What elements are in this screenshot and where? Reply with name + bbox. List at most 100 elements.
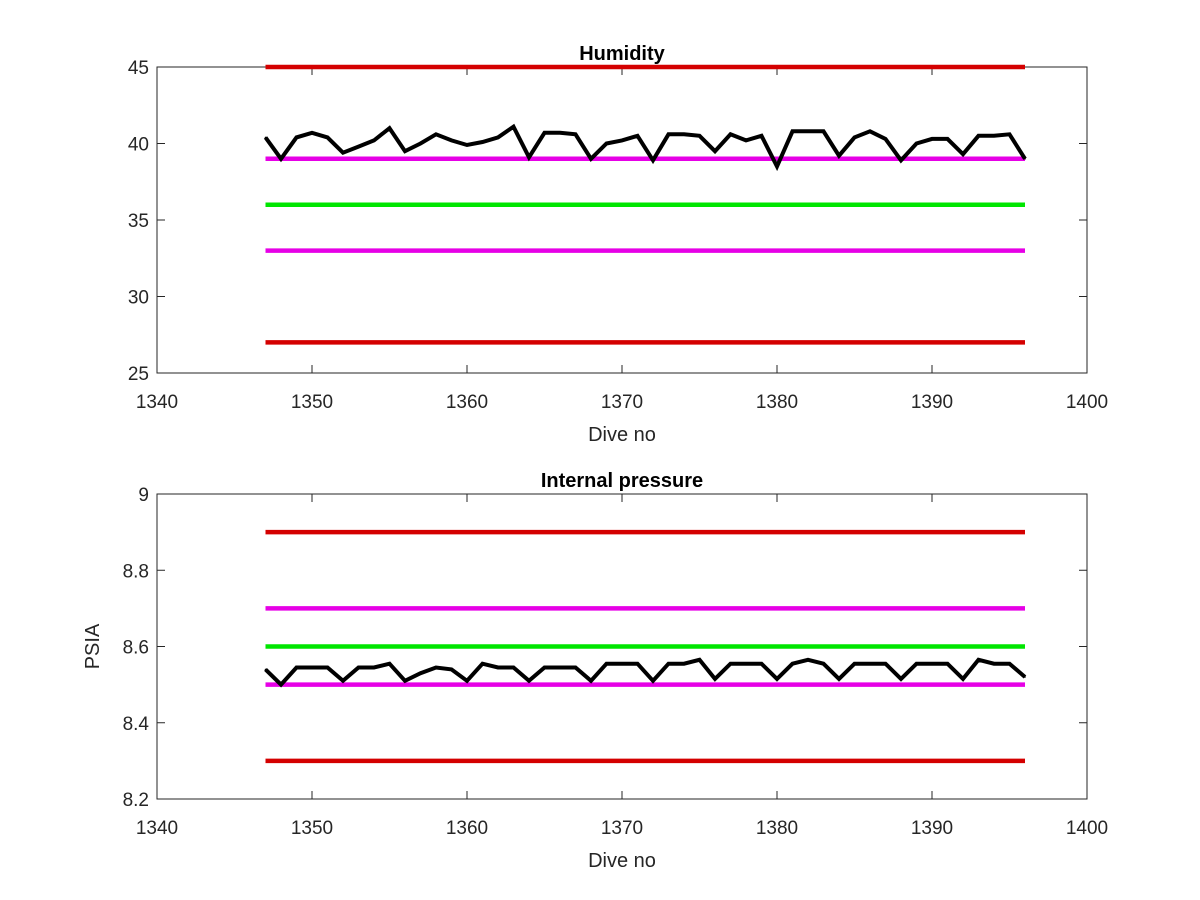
y-tick-label: 30 (128, 288, 149, 309)
data-point (357, 666, 360, 669)
data-point (280, 683, 282, 686)
data-point (636, 135, 639, 137)
data-point (466, 144, 468, 146)
data-point (543, 666, 546, 669)
data-point (528, 680, 530, 682)
data-point (760, 135, 763, 137)
data-point (1024, 676, 1026, 678)
data-point (791, 662, 794, 665)
data-point (435, 666, 437, 669)
data-point (528, 156, 530, 159)
data-point (807, 130, 809, 133)
x-tick-label: 1380 (756, 818, 798, 839)
data-point (590, 680, 592, 682)
data-point (869, 130, 871, 133)
data-point (853, 136, 856, 139)
data-point (419, 672, 422, 674)
data-point (605, 142, 608, 145)
data-point (559, 131, 561, 134)
y-tick-label: 8.6 (123, 638, 149, 659)
data-point (884, 138, 887, 140)
data-point (311, 666, 313, 669)
data-point (605, 662, 608, 665)
data-point (512, 125, 515, 128)
y-tick-label: 45 (128, 58, 149, 79)
y-tick-label: 25 (128, 364, 149, 385)
data-point (419, 142, 422, 145)
data-point (884, 662, 887, 665)
data-point (326, 666, 329, 669)
x-tick-label: 1340 (136, 818, 178, 839)
data-point (869, 662, 871, 665)
data-point (264, 136, 267, 139)
x-tick-label: 1390 (911, 818, 953, 839)
data-point (900, 678, 902, 680)
x-tick-label: 1390 (911, 392, 953, 413)
x-tick-label: 1370 (601, 818, 643, 839)
data-point (295, 666, 298, 669)
x-tick-label: 1380 (756, 392, 798, 413)
data-point (1008, 662, 1011, 665)
data-point (946, 138, 949, 140)
y-tick-label: 9 (138, 485, 149, 506)
data-point (714, 678, 716, 680)
data-point (698, 659, 701, 661)
x-tick-label: 1370 (601, 392, 643, 413)
data-point (342, 680, 344, 682)
data-point (404, 150, 406, 152)
data-point (450, 668, 453, 671)
data-point (404, 680, 406, 682)
data-point (481, 662, 484, 665)
data-point (822, 130, 825, 133)
data-point (900, 159, 902, 162)
x-tick-label: 1340 (136, 392, 178, 413)
data-point (497, 666, 499, 669)
x-tick-label: 1350 (291, 818, 333, 839)
data-point (838, 154, 840, 157)
data-series-line (263, 123, 1027, 172)
data-point (1024, 158, 1026, 160)
data-point (388, 127, 391, 129)
data-point (280, 158, 282, 160)
data-point (342, 151, 344, 154)
data-point (295, 136, 298, 139)
data-point (497, 136, 499, 139)
data-point (977, 135, 980, 137)
data-point (977, 659, 980, 661)
data-point (729, 662, 732, 665)
x-tick-label: 1360 (446, 392, 488, 413)
data-point (466, 680, 468, 682)
data-point (838, 678, 840, 680)
data-point (683, 662, 685, 665)
data-point (683, 133, 685, 136)
data-point (373, 139, 375, 142)
data-point (931, 138, 933, 140)
data-point (807, 659, 809, 661)
chart-title: Humidity (579, 43, 665, 65)
data-point (636, 662, 639, 665)
data-point (931, 662, 933, 665)
data-point (915, 142, 918, 145)
y-tick-label: 35 (128, 211, 149, 232)
internal-pressure-plot: 1340 1350 1360 1370 1380 1390 1400 8.2 8.4 8.6 8.8… (82, 470, 1108, 872)
y-tick-label: 8.4 (123, 714, 150, 735)
data-point (698, 135, 701, 137)
data-point (993, 135, 995, 137)
data-point (621, 139, 623, 142)
x-axis-label: Dive no (588, 424, 656, 446)
data-point (993, 662, 995, 665)
data-point (667, 662, 670, 665)
data-point (543, 131, 546, 134)
data-point (760, 662, 763, 665)
chart-title: Internal pressure (541, 470, 703, 492)
data-point (791, 130, 794, 133)
y-axis-label: PSIA (82, 623, 104, 669)
data-point (574, 133, 577, 136)
data-point (311, 131, 313, 134)
data-point (388, 662, 391, 665)
data-point (621, 662, 623, 665)
x-tick-label: 1360 (446, 818, 488, 839)
data-point (373, 666, 375, 669)
data-point (776, 165, 778, 168)
